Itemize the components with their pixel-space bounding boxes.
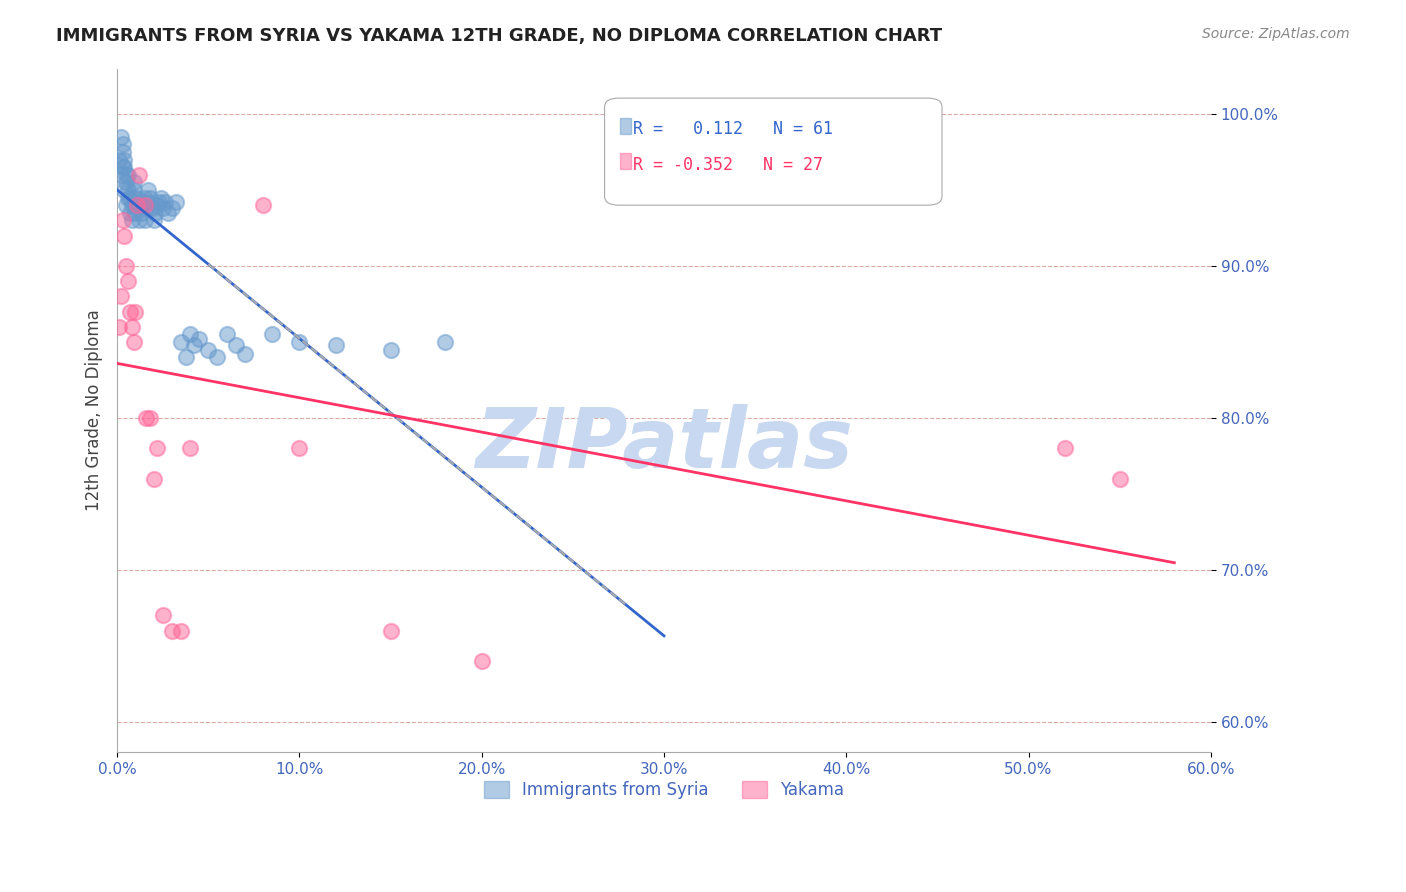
Point: [148, 195, 170, 210]
Point: [115, 168, 138, 182]
Point: [215, 327, 238, 342]
Point: [117, 191, 139, 205]
Point: [118, 206, 141, 220]
Point: [152, 608, 174, 623]
Point: [122, 176, 145, 190]
Point: [111, 137, 134, 152]
Point: [124, 198, 146, 212]
Point: [114, 183, 136, 197]
Point: [471, 654, 494, 668]
Point: [110, 168, 132, 182]
Point: [157, 206, 180, 220]
Point: [165, 195, 187, 210]
Point: [127, 198, 149, 212]
Point: [146, 198, 169, 212]
Point: [114, 161, 136, 175]
Point: [136, 183, 159, 197]
Point: [434, 334, 457, 349]
Point: [170, 624, 193, 638]
Text: ZIPatlas: ZIPatlas: [475, 404, 853, 485]
Point: [117, 183, 139, 197]
Point: [139, 191, 162, 205]
Point: [146, 442, 169, 456]
Point: [135, 411, 157, 425]
Point: [288, 334, 311, 349]
Point: [179, 327, 201, 342]
Point: [1108, 472, 1130, 486]
Point: [108, 153, 131, 167]
Point: [121, 213, 143, 227]
Point: [197, 343, 219, 357]
Point: [145, 206, 167, 220]
Point: [111, 145, 134, 159]
Point: [124, 206, 146, 220]
Point: [152, 202, 174, 216]
Point: [135, 202, 157, 216]
Point: [128, 213, 150, 227]
Point: [262, 327, 284, 342]
Point: [110, 129, 132, 144]
Point: [122, 191, 145, 205]
Point: [288, 442, 311, 456]
Point: [117, 168, 139, 182]
Point: [114, 228, 136, 243]
Point: [160, 624, 183, 638]
Point: [128, 168, 150, 182]
Point: [325, 338, 347, 352]
Point: [115, 176, 138, 190]
Point: [233, 347, 256, 361]
Point: [110, 289, 132, 303]
Point: [207, 350, 229, 364]
Point: [108, 319, 131, 334]
Point: [124, 304, 146, 318]
Point: [131, 198, 153, 212]
Point: [122, 334, 145, 349]
Point: [179, 442, 201, 456]
Text: IMMIGRANTS FROM SYRIA VS YAKAMA 12TH GRADE, NO DIPLOMA CORRELATION CHART: IMMIGRANTS FROM SYRIA VS YAKAMA 12TH GRA…: [56, 27, 942, 45]
Point: [129, 206, 152, 220]
Point: [111, 213, 134, 227]
Point: [170, 334, 193, 349]
Point: [139, 411, 162, 425]
Point: [114, 153, 136, 167]
Point: [142, 472, 165, 486]
Point: [225, 338, 247, 352]
Point: [160, 202, 183, 216]
Point: [117, 274, 139, 288]
Point: [135, 195, 157, 210]
Point: [118, 191, 141, 205]
Point: [115, 198, 138, 212]
Text: R =   0.112   N = 61: R = 0.112 N = 61: [633, 120, 832, 138]
Point: [134, 198, 156, 212]
Point: [118, 304, 141, 318]
Point: [380, 343, 402, 357]
Point: [127, 191, 149, 205]
Point: [115, 259, 138, 273]
Point: [1053, 442, 1076, 456]
Point: [176, 350, 198, 364]
Point: [252, 198, 274, 212]
Point: [122, 183, 145, 197]
Point: [134, 191, 156, 205]
Point: [121, 198, 143, 212]
Point: [188, 332, 211, 346]
Point: [141, 202, 163, 216]
Point: [121, 319, 143, 334]
Legend: Immigrants from Syria, Yakama: Immigrants from Syria, Yakama: [477, 774, 851, 805]
Point: [111, 161, 134, 175]
Point: [183, 338, 205, 352]
Point: [149, 191, 172, 205]
Point: [134, 213, 156, 227]
Text: R = -0.352   N = 27: R = -0.352 N = 27: [633, 156, 823, 174]
Text: Source: ZipAtlas.com: Source: ZipAtlas.com: [1202, 27, 1350, 41]
Point: [153, 195, 176, 210]
Point: [142, 213, 165, 227]
Point: [380, 624, 402, 638]
Y-axis label: 12th Grade, No Diploma: 12th Grade, No Diploma: [86, 310, 103, 511]
Point: [128, 198, 150, 212]
